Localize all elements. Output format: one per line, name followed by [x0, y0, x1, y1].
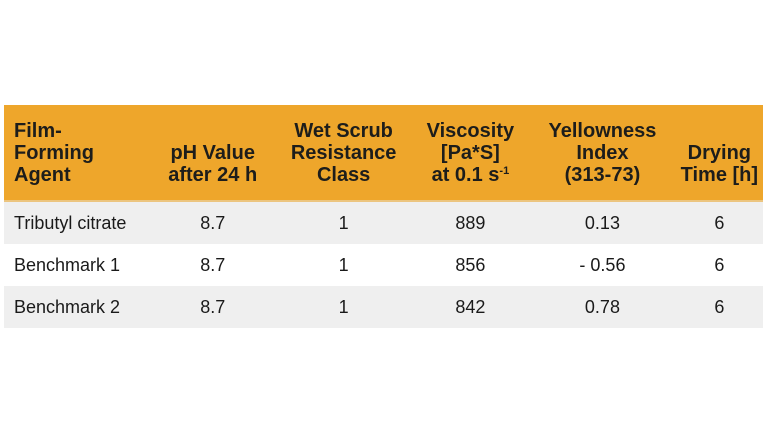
- cell-wet-scrub: 1: [338, 212, 349, 233]
- table-body: Tributyl citrate 8.7 1 889 0.13 6 Benchm…: [4, 201, 763, 328]
- cell-wet-scrub: 1: [338, 254, 349, 275]
- superscript-exponent: -1: [499, 165, 510, 177]
- header-film-forming-agent: Film- Forming Agent: [4, 105, 150, 202]
- cell-agent: Benchmark 2: [14, 296, 121, 317]
- header-row: Film- Forming Agent pH Value after 24 h …: [4, 105, 763, 202]
- cell-viscosity: 889: [455, 212, 486, 233]
- cell-ph: 8.7: [200, 254, 226, 275]
- cell-drying: 6: [714, 296, 725, 317]
- cell-wet-scrub: 1: [338, 296, 349, 317]
- cell-yellowness: - 0.56: [579, 254, 626, 275]
- header-drying-time: Drying Time [h]: [675, 105, 763, 202]
- table-row-benchmark-1: Benchmark 1 8.7 1 856 - 0.56 6: [4, 244, 763, 286]
- header-line-text: at 0.1 s: [431, 164, 500, 186]
- cell-viscosity: 842: [455, 296, 486, 317]
- header-line: Film-: [14, 120, 62, 142]
- header-yellowness-index: Yellowness Index (313-73): [529, 105, 676, 202]
- header-wet-scrub-resistance: Wet Scrub Resistance Class: [275, 105, 412, 202]
- header-line: (313-73): [564, 164, 641, 186]
- header-line: Class: [316, 164, 371, 186]
- cell-yellowness: 0.78: [584, 296, 620, 317]
- header-line: Time [h]: [680, 164, 759, 186]
- header-line: after 24 h: [168, 164, 258, 186]
- cell-drying: 6: [714, 254, 725, 275]
- cell-drying: 6: [714, 212, 725, 233]
- header-line: Resistance: [290, 142, 397, 164]
- header-line: [Pa*S]: [440, 142, 500, 164]
- table-row-tributyl-citrate: Tributyl citrate 8.7 1 889 0.13 6: [4, 201, 763, 244]
- cell-agent: Tributyl citrate: [14, 212, 127, 233]
- header-ph-value: pH Value after 24 h: [149, 105, 276, 202]
- header-line: Yellowness: [548, 120, 657, 142]
- header-line: Index: [576, 142, 629, 164]
- cell-ph: 8.7: [200, 212, 226, 233]
- table-row-benchmark-2: Benchmark 2 8.7 1 842 0.78 6: [4, 286, 763, 328]
- cell-ph: 8.7: [200, 296, 226, 317]
- header-viscosity: Viscosity [Pa*S] at 0.1 s-1: [411, 105, 530, 202]
- cell-viscosity: 856: [455, 254, 486, 275]
- cell-yellowness: 0.13: [584, 212, 620, 233]
- results-table: Film- Forming Agent pH Value after 24 h …: [4, 105, 763, 328]
- header-line: at 0.1 s-1: [416, 164, 526, 186]
- header-line: pH Value: [170, 142, 255, 164]
- header-line: Forming: [14, 142, 94, 164]
- header-line: Wet Scrub: [294, 120, 393, 142]
- table-header: Film- Forming Agent pH Value after 24 h …: [4, 105, 763, 202]
- header-line: Viscosity: [426, 120, 515, 142]
- header-line: Drying: [687, 142, 752, 164]
- cell-agent: Benchmark 1: [14, 254, 121, 275]
- header-line: Agent: [14, 164, 71, 186]
